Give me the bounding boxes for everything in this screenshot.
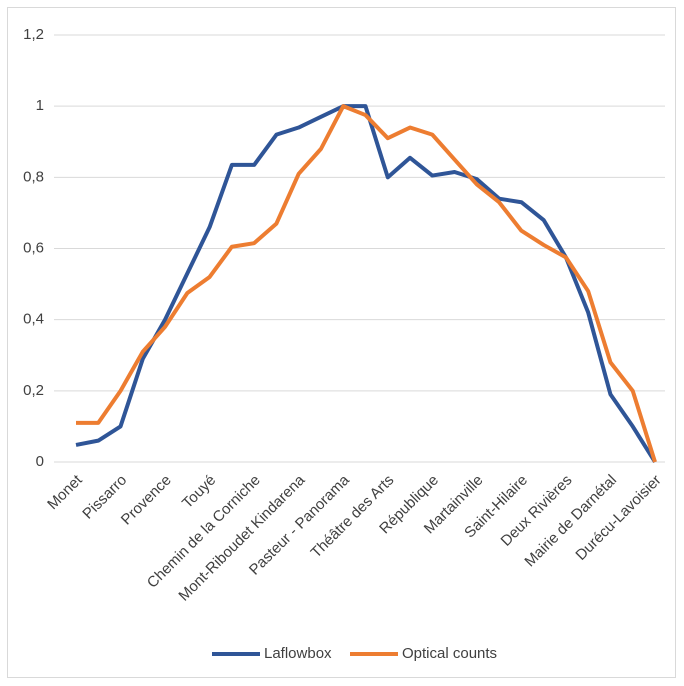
- line: [75, 104, 657, 464]
- y-tick-label: 0: [36, 453, 44, 470]
- y-tick-label: 0,2: [23, 382, 44, 399]
- chart-frame: [7, 7, 676, 678]
- y-tick-label: 1,2: [23, 26, 44, 43]
- y-tick-label: 0,4: [23, 311, 44, 328]
- legend-label: Laflowbox: [264, 645, 332, 662]
- line: [76, 104, 657, 463]
- legend-label: Optical counts: [402, 645, 497, 662]
- y-tick-label: 1: [36, 97, 44, 114]
- y-tick-label: 0,6: [23, 239, 44, 256]
- y-tick-label: 0,8: [23, 168, 44, 185]
